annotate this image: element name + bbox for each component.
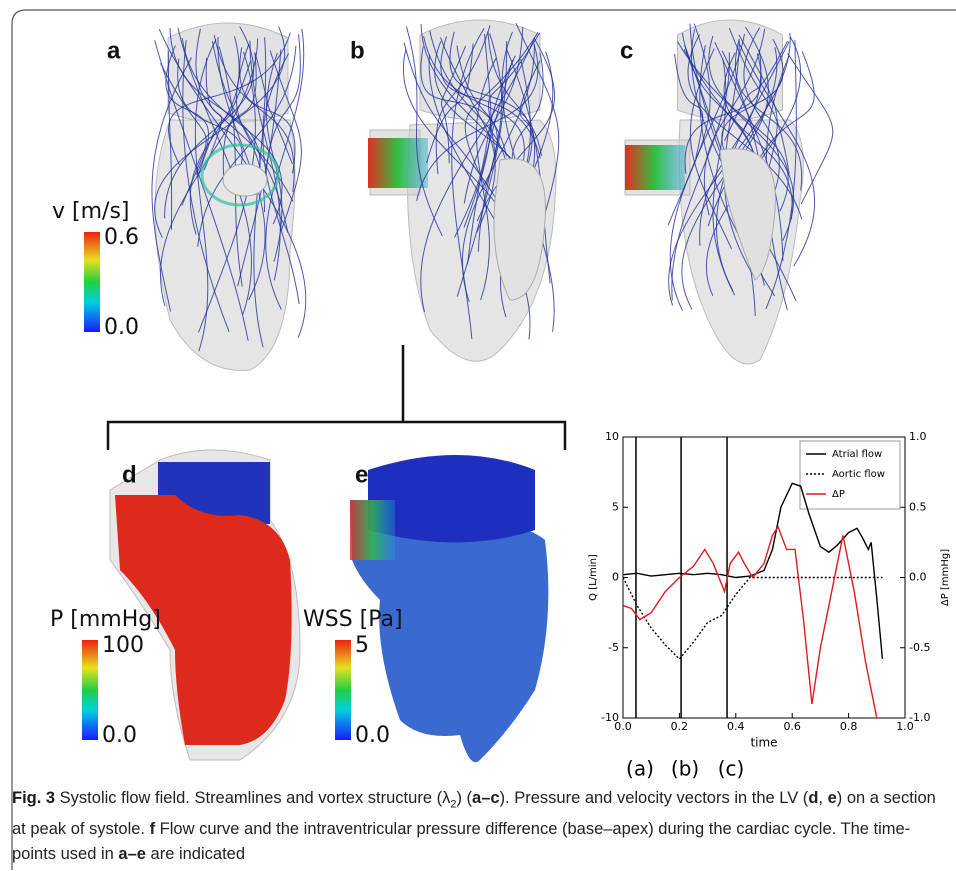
panel-label: d: [122, 461, 137, 488]
y-axis-label: Q [L/min]: [588, 554, 599, 601]
figure: 0.0 0.2 0.4 0.6 0.8 1.0 -10 -5 0 5 10 -1.0 -0.5 0.0 0.…: [0, 0, 956, 871]
panel-label: a: [107, 37, 121, 64]
y-tick-label: 5: [612, 500, 619, 513]
caption-text: ,: [818, 789, 827, 807]
caption-bold: d: [808, 789, 818, 807]
caption-bold: Fig. 3: [12, 789, 55, 807]
series-line: [623, 578, 882, 659]
inlet-flow: [368, 138, 428, 188]
y-tick-label: -5: [608, 641, 619, 654]
colorbar-title: v [m/s]: [52, 199, 129, 224]
x-tick-label: 0.4: [727, 720, 745, 733]
page: { "panels": [ {"label": "a", "colorbar":…: [0, 0, 956, 871]
y2-tick-label: 1.0: [909, 430, 927, 443]
colorbar-title: P [mmHg]: [50, 607, 161, 632]
caption-bold: a–c: [472, 789, 500, 807]
time-marker-label: (c): [718, 757, 745, 781]
colorbar-min: 0.0: [104, 315, 139, 340]
y-tick-label: -10: [601, 711, 619, 724]
atrium: [168, 23, 288, 123]
colorbar: [335, 640, 351, 740]
colorbar-title: WSS [Pa]: [303, 607, 403, 632]
wss-inlet: [350, 500, 395, 560]
y2-axis-label: ΔP [mmHg]: [940, 549, 951, 606]
x-axis-label: time: [750, 736, 777, 750]
colorbar-max: 100: [102, 633, 144, 658]
x-tick-label: 0.8: [840, 720, 858, 733]
series-line: [623, 527, 877, 718]
caption-text: Systolic flow field. Streamlines and vor…: [55, 789, 450, 807]
panel-label: c: [620, 37, 633, 64]
x-tick-label: 0.6: [783, 720, 801, 733]
colorbar: [82, 640, 98, 740]
legend-label: Atrial flow: [832, 449, 882, 460]
series-line: [623, 483, 882, 659]
y2-tick-label: 0.5: [909, 500, 927, 513]
colorbar-max: 5: [355, 633, 369, 658]
renders: [110, 20, 833, 762]
y2-tick-label: 0.0: [909, 571, 927, 584]
y-tick-label: 0: [612, 571, 619, 584]
caption-bold: e: [828, 789, 837, 807]
panel-label: e: [355, 461, 368, 488]
time-marker-label: (a): [626, 757, 654, 781]
y-tick-label: 10: [605, 430, 619, 443]
colorbar: [84, 232, 100, 332]
colorbar-max: 0.6: [104, 225, 139, 250]
inlet-flow: [625, 145, 685, 190]
y2-tick-label: -0.5: [909, 641, 930, 654]
x-tick-label: 0.2: [671, 720, 689, 733]
colorbar-min: 0.0: [355, 723, 390, 748]
chart: 0.00.20.40.60.81.0-10-50510-1.0-0.50.00.…: [588, 430, 951, 781]
panel-label: b: [350, 37, 365, 64]
caption: Fig. 3 Systolic flow field. Streamlines …: [12, 786, 942, 867]
caption-text: ). Pressure and velocity vectors in the …: [500, 789, 809, 807]
caption-bold: a–e: [118, 845, 146, 863]
legend-label: Aortic flow: [832, 469, 885, 480]
time-marker-label: (b): [671, 757, 699, 781]
y2-tick-label: -1.0: [909, 711, 930, 724]
bracket: [108, 345, 565, 450]
legend-label: ΔP: [832, 489, 845, 500]
caption-text: are indicated: [146, 845, 245, 863]
caption-text: ) (: [456, 789, 472, 807]
vortex-core: [223, 164, 267, 196]
colorbar-min: 0.0: [102, 723, 137, 748]
